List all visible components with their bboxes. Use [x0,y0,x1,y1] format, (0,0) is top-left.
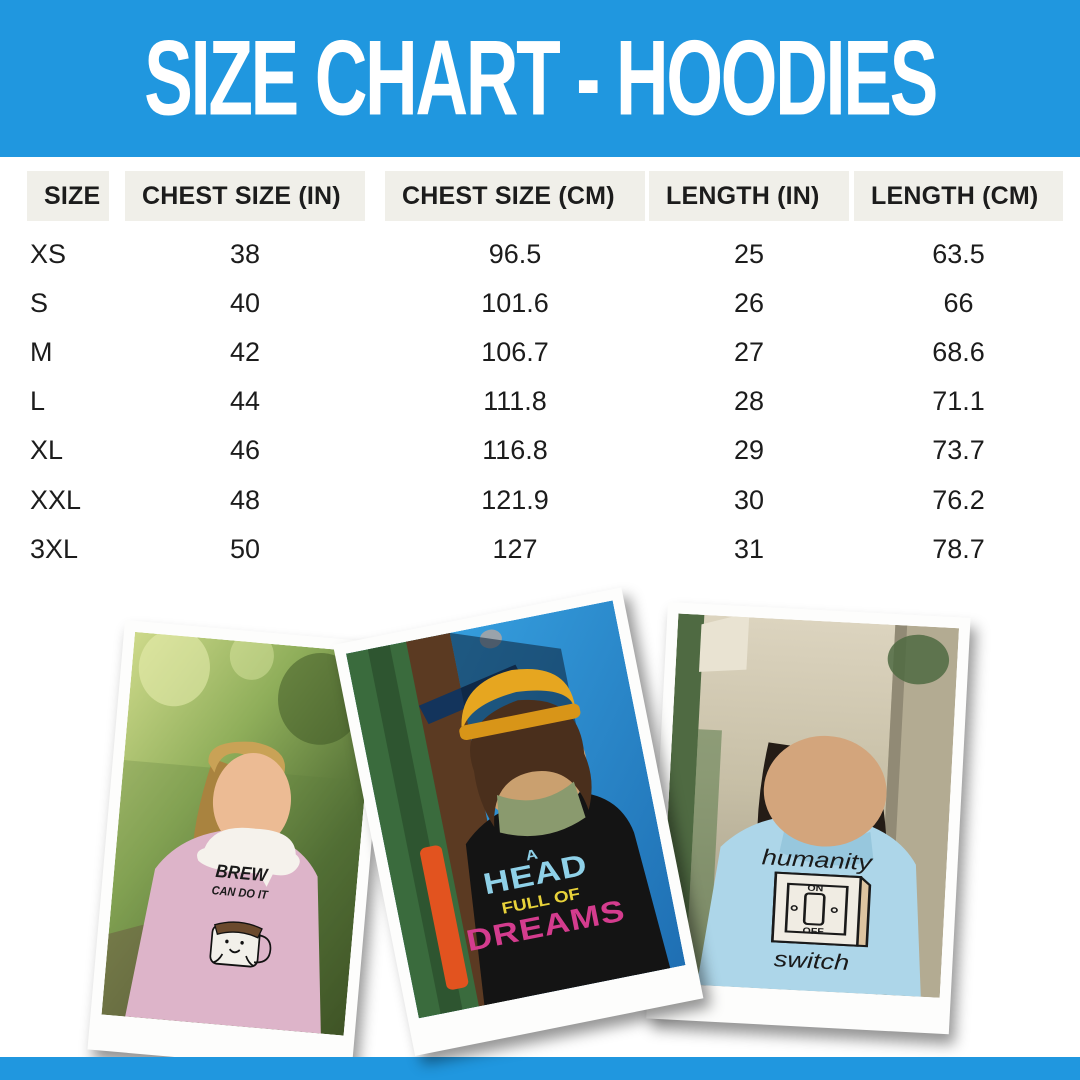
svg-text:switch: switch [773,947,850,975]
svg-text:OFF: OFF [802,926,824,937]
svg-text:ON: ON [807,883,823,894]
